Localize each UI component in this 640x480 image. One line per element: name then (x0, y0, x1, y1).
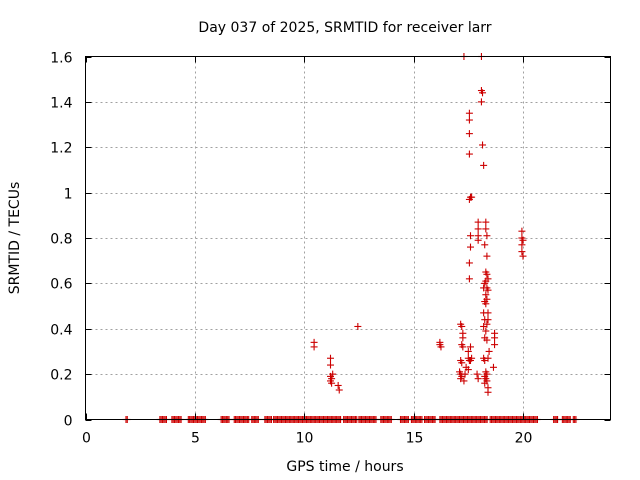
data-point (334, 381, 342, 389)
data-point (484, 286, 492, 294)
data-point (467, 343, 474, 351)
data-point (518, 227, 526, 235)
y-tick-label: 0.6 (50, 277, 72, 293)
data-point (310, 343, 318, 351)
y-tick-label: 0.2 (50, 368, 72, 384)
data-point (465, 130, 473, 138)
data-point (482, 291, 490, 299)
data-point (464, 366, 472, 374)
data-point (489, 363, 497, 371)
data-point (465, 259, 473, 267)
data-point (465, 116, 473, 124)
data-point (477, 98, 485, 106)
y-tick-label: 1.4 (50, 96, 72, 112)
y-tick-label: 1.6 (50, 51, 72, 67)
data-point (474, 218, 482, 226)
data-point (481, 241, 489, 249)
data-point (480, 322, 488, 330)
data-point (519, 252, 527, 260)
data-point (354, 322, 362, 330)
data-point (465, 275, 473, 283)
data-point (484, 388, 492, 396)
chart-title: Day 037 of 2025, SRMTID for receiver lar… (198, 20, 491, 36)
data-point (459, 343, 467, 351)
data-point (437, 343, 445, 351)
data-point (491, 341, 499, 349)
data-point (483, 252, 491, 260)
data-point (482, 218, 490, 226)
data-point (460, 377, 468, 385)
data-point (518, 248, 526, 256)
data-point (483, 232, 491, 240)
data-point (468, 354, 476, 362)
data-point (479, 141, 487, 149)
data-point (491, 334, 499, 342)
data-point (481, 279, 489, 287)
x-tick-label: 0 (82, 431, 91, 447)
data-point (467, 243, 474, 251)
data-point (518, 241, 526, 249)
data-point (465, 150, 473, 158)
data-point (461, 370, 469, 378)
y-tick-label: 0.8 (50, 232, 72, 248)
y-tick-label: 0 (64, 414, 73, 430)
data-point (481, 357, 489, 365)
data-point (458, 322, 466, 330)
axis-layer: 0 0.2 0.4 0.6 0.8 1 1.2 1.4 1.6 0 5 10 15 20 (50, 51, 611, 447)
x-tick-label: 5 (191, 431, 200, 447)
grid-layer (85, 56, 611, 420)
data-point (465, 195, 473, 203)
x-tick-label: 15 (406, 431, 424, 447)
data-point (467, 232, 474, 240)
data-point (482, 300, 490, 308)
data-point (483, 336, 491, 344)
data-point (482, 225, 490, 233)
x-tick-label: 20 (515, 431, 533, 447)
data-point (485, 347, 493, 355)
data-point (519, 236, 527, 244)
data-point (483, 270, 491, 278)
data-point (327, 361, 334, 369)
y-tick-label: 1.2 (50, 141, 72, 157)
data-point (328, 375, 336, 383)
data-point (474, 225, 482, 233)
data-point (480, 309, 488, 317)
y-tick-label: 0.4 (50, 323, 72, 339)
data-point (327, 354, 334, 362)
x-tick-label: 10 (296, 431, 314, 447)
y-tick-label: 1 (64, 187, 73, 203)
data-point (482, 327, 490, 335)
data-point (465, 109, 473, 117)
data-point (459, 334, 467, 342)
data-point (474, 375, 482, 383)
data-point (484, 316, 492, 324)
data-point (335, 386, 343, 394)
data-point (474, 236, 482, 244)
data-point (464, 347, 472, 355)
data-point (481, 379, 489, 387)
data-point (458, 359, 466, 367)
data-point (479, 89, 487, 97)
data-point (329, 370, 337, 378)
data-point (473, 370, 481, 378)
y-axis-label: SRMTID / TECUs (7, 182, 23, 295)
data-point (480, 161, 488, 169)
x-axis-label: GPS time / hours (286, 459, 403, 475)
